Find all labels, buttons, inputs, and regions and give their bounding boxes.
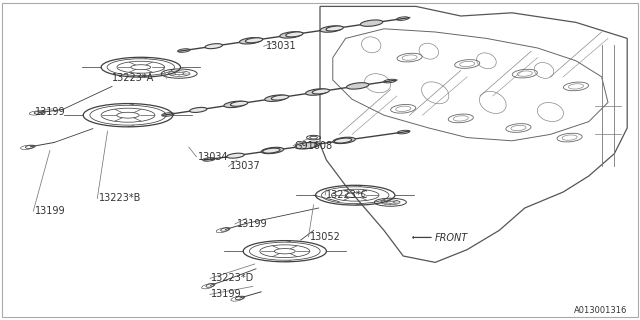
Ellipse shape xyxy=(239,37,262,44)
Ellipse shape xyxy=(265,95,287,101)
Text: 13199: 13199 xyxy=(35,206,66,216)
Ellipse shape xyxy=(280,32,302,38)
Text: 13223*D: 13223*D xyxy=(211,273,255,284)
Text: 13199: 13199 xyxy=(35,107,66,117)
Text: 13031: 13031 xyxy=(266,41,296,52)
Ellipse shape xyxy=(333,137,355,144)
Text: 13223*A: 13223*A xyxy=(112,73,154,84)
Ellipse shape xyxy=(227,153,244,158)
Text: 13037: 13037 xyxy=(230,161,261,172)
Ellipse shape xyxy=(326,26,344,31)
Ellipse shape xyxy=(224,101,246,108)
Ellipse shape xyxy=(297,142,319,148)
Ellipse shape xyxy=(320,26,342,32)
Ellipse shape xyxy=(360,20,383,26)
Text: A013001316: A013001316 xyxy=(574,306,627,315)
Text: FRONT: FRONT xyxy=(435,233,468,244)
Text: 13223*B: 13223*B xyxy=(99,193,141,204)
Ellipse shape xyxy=(334,138,352,143)
Text: G91608: G91608 xyxy=(294,140,333,151)
Ellipse shape xyxy=(230,101,248,106)
Text: 13034: 13034 xyxy=(198,152,229,162)
Text: 13199: 13199 xyxy=(237,219,268,229)
Ellipse shape xyxy=(285,32,303,37)
Ellipse shape xyxy=(262,148,280,153)
Ellipse shape xyxy=(205,44,223,49)
Ellipse shape xyxy=(306,89,328,95)
Ellipse shape xyxy=(271,95,289,100)
Ellipse shape xyxy=(261,147,284,154)
Ellipse shape xyxy=(312,89,330,94)
Ellipse shape xyxy=(346,83,369,89)
Ellipse shape xyxy=(298,143,316,148)
Ellipse shape xyxy=(245,38,263,43)
Text: 13199: 13199 xyxy=(211,289,242,300)
Ellipse shape xyxy=(189,108,207,112)
Text: 13052: 13052 xyxy=(310,232,341,242)
Ellipse shape xyxy=(295,143,317,149)
Text: 13223*C: 13223*C xyxy=(326,190,369,200)
